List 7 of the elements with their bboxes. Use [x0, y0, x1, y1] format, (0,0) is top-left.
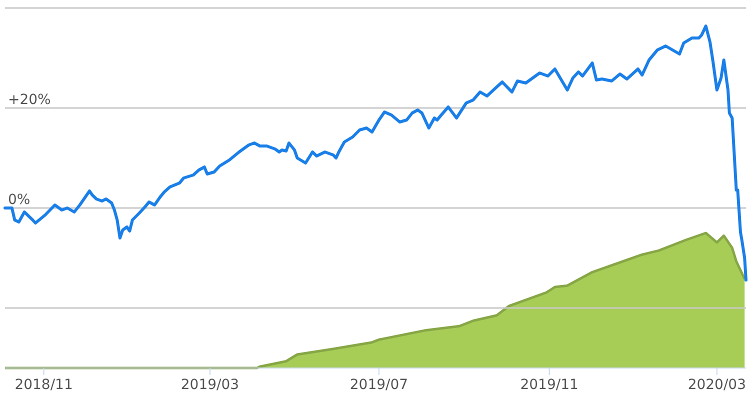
x-tick-label: 2019/11 — [520, 377, 578, 393]
y-tick-label: 0% — [8, 192, 30, 208]
x-tick-label: 2019/07 — [350, 377, 408, 393]
x-tick-label: 2018/11 — [14, 377, 73, 393]
x-tick-label: 2020/03 — [688, 377, 746, 393]
x-tick-label: 2019/03 — [180, 377, 240, 393]
y-tick-label: +20% — [8, 92, 51, 108]
